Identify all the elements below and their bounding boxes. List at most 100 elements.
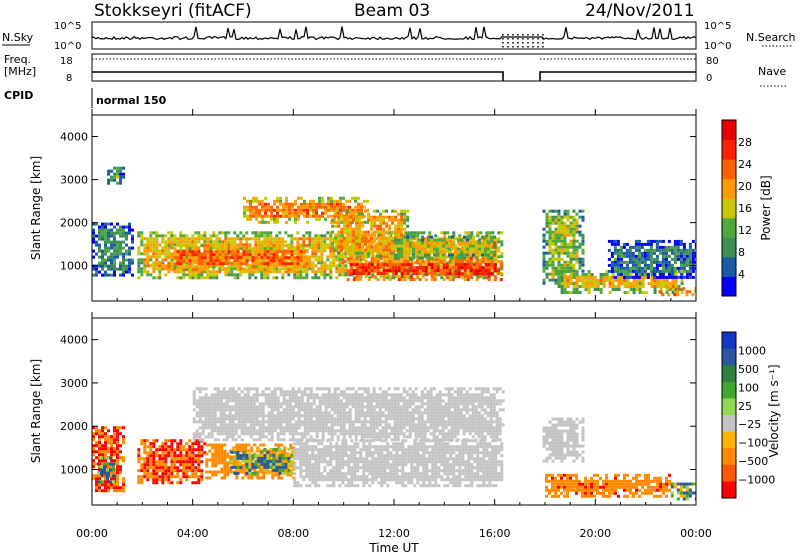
power-cell	[113, 243, 116, 247]
power-cell	[155, 267, 159, 271]
power-cell	[122, 172, 126, 176]
velocity-cell	[226, 452, 230, 456]
power-cell	[260, 234, 264, 238]
power-cell	[170, 256, 174, 260]
velocity-cell	[222, 408, 226, 412]
power-cell	[644, 291, 648, 294]
power-cell	[385, 263, 389, 267]
power-cell	[680, 282, 684, 285]
power-cell	[311, 237, 315, 241]
power-cell	[248, 244, 252, 248]
velocity-cell	[225, 405, 229, 409]
power-cell	[110, 252, 113, 256]
power-cell	[676, 239, 680, 243]
velocity-cell	[228, 435, 232, 439]
velocity-cell	[143, 445, 147, 449]
velocity-cell	[110, 438, 113, 442]
power-cell	[619, 263, 623, 267]
power-cell	[656, 279, 660, 282]
velocity-cell	[110, 465, 113, 469]
velocity-cell	[213, 402, 217, 406]
power-cell	[599, 276, 603, 279]
power-cell	[275, 250, 279, 254]
power-cell	[557, 251, 561, 255]
velocity-cell	[109, 462, 112, 466]
power-cell	[257, 234, 261, 238]
power-cell	[128, 228, 131, 232]
power-cell	[406, 269, 410, 273]
velocity-cell	[222, 429, 226, 433]
power-cell	[269, 259, 273, 263]
power-cell	[119, 252, 122, 256]
power-cell	[255, 214, 258, 218]
power-cell	[463, 241, 466, 245]
power-cell	[409, 247, 412, 251]
power-cell	[333, 205, 336, 209]
power-cell	[104, 264, 107, 268]
power-cell	[466, 266, 470, 270]
power-cell	[448, 235, 451, 239]
velocity-cell	[228, 417, 232, 421]
velocity-cell	[170, 457, 174, 461]
power-colorbar-swatch	[722, 256, 736, 277]
power-cell	[194, 240, 198, 244]
power-cell	[487, 278, 491, 282]
velocity-cell	[216, 429, 220, 433]
power-cell	[557, 209, 561, 213]
velocity-cell	[229, 470, 233, 474]
power-cell	[355, 224, 359, 228]
velocity-cell	[240, 396, 244, 400]
power-cell	[113, 273, 116, 277]
power-cell	[276, 196, 279, 200]
power-cell	[569, 273, 573, 276]
power-cell	[472, 247, 475, 251]
power-cell	[469, 241, 472, 245]
cpid-label: CPID	[4, 89, 33, 102]
velocity-cell	[194, 469, 198, 473]
power-cell	[260, 256, 264, 260]
power-cell	[668, 285, 672, 288]
velocity-cell	[238, 446, 242, 450]
power-cell	[454, 260, 458, 264]
power-cell	[469, 263, 473, 267]
power-cell	[101, 258, 104, 262]
power-cell	[236, 244, 240, 248]
velocity-cell	[278, 462, 282, 466]
power-cell	[122, 270, 125, 274]
power-cell	[676, 242, 680, 246]
power-cell	[269, 270, 273, 274]
power-cell	[287, 270, 291, 274]
velocity-cell	[137, 475, 141, 479]
power-cell	[170, 231, 174, 235]
power-cell	[395, 261, 399, 265]
power-cell	[264, 196, 267, 200]
power-cell	[243, 211, 246, 215]
power-cell	[167, 237, 171, 241]
power-cell	[254, 240, 258, 244]
velocity-cell	[197, 475, 201, 479]
velocity-cell	[243, 423, 247, 427]
velocity-cell	[101, 474, 104, 478]
velocity-cell	[170, 454, 174, 458]
power-cell	[452, 270, 456, 274]
power-cell	[302, 247, 306, 251]
power-cell	[155, 240, 159, 244]
power-cell	[416, 237, 420, 241]
power-cell	[491, 231, 495, 235]
power-cell	[640, 257, 644, 261]
power-cell	[377, 234, 381, 238]
velocity-cell	[225, 402, 229, 406]
velocity-cell	[182, 463, 186, 467]
power-cell	[236, 273, 240, 277]
velocity-cell	[137, 457, 141, 461]
power-cell	[631, 269, 635, 273]
velocity-cell	[219, 426, 223, 430]
power-cell	[149, 234, 153, 238]
power-cell	[370, 275, 374, 279]
power-cell	[355, 248, 359, 252]
velocity-cell	[219, 396, 223, 400]
power-cell	[650, 273, 654, 276]
velocity-cell	[92, 438, 95, 442]
power-cell	[305, 270, 309, 274]
velocity-cell	[280, 449, 284, 453]
